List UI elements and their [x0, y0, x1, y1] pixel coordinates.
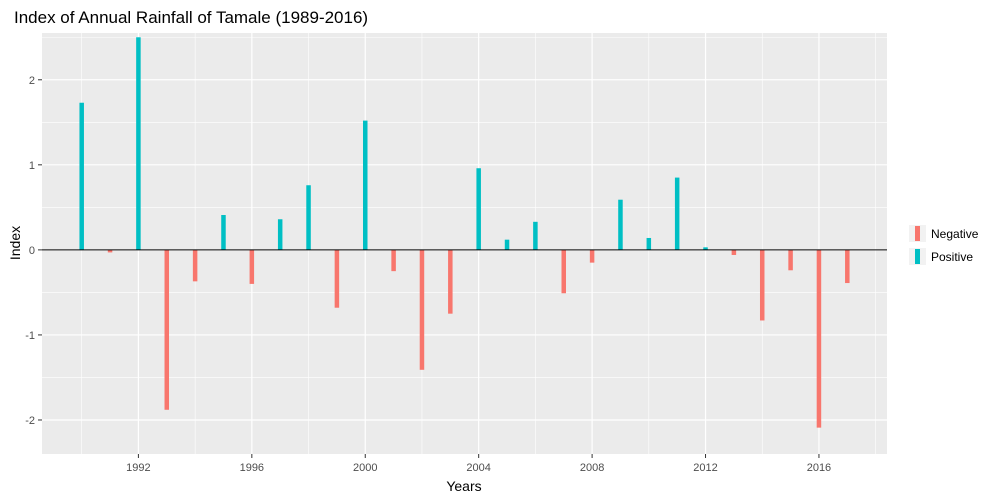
bar-1992: [136, 37, 141, 250]
plot-panel: [42, 33, 887, 454]
x-tick-label: 1996: [240, 462, 264, 474]
bar-2012: [703, 247, 708, 250]
bar-2004: [476, 168, 481, 250]
bar-2008: [589, 249, 595, 263]
bars: [79, 37, 850, 428]
bar-1999: [334, 249, 340, 308]
bar-2002: [419, 249, 425, 370]
bar-2011: [674, 177, 680, 250]
x-tick-label: 2004: [466, 462, 490, 474]
bar-2007: [561, 249, 566, 294]
bar-2009: [618, 199, 623, 250]
y-tick-label: -2: [25, 415, 35, 427]
bar-2001: [391, 249, 396, 272]
y-tick-label: -1: [25, 330, 35, 342]
x-tick-label: 2012: [693, 462, 717, 474]
y-tick-label: 0: [29, 245, 35, 257]
legend-swatch-positive: [915, 249, 920, 264]
bar-1997: [277, 219, 283, 250]
bar-2015: [788, 249, 793, 271]
bar-2006: [533, 221, 538, 250]
y-tick-label: 1: [29, 160, 35, 172]
bar-2017: [845, 249, 850, 284]
chart-title: Index of Annual Rainfall of Tamale (1989…: [14, 8, 368, 27]
x-tick-label: 2000: [353, 462, 377, 474]
bar-2014: [759, 249, 765, 321]
bar-1996: [249, 249, 255, 284]
bar-2016: [816, 249, 822, 428]
legend-swatch-negative: [915, 226, 920, 241]
y-tick-label: 2: [29, 75, 35, 87]
bar-1995: [221, 215, 226, 250]
y-axis-title: Index: [7, 226, 23, 260]
x-axis-title: Years: [446, 478, 481, 494]
bar-1990: [79, 102, 84, 250]
bar-1994: [192, 249, 198, 282]
bar-1991: [107, 249, 113, 253]
legend-label-negative: Negative: [931, 227, 979, 241]
x-tick-label: 2016: [807, 462, 831, 474]
bar-2003: [448, 249, 453, 314]
y-axis: -2 -1 0 1 2: [25, 75, 42, 427]
legend: Negative Positive: [909, 225, 979, 265]
bar-2000: [363, 120, 368, 250]
x-tick-label: 2008: [580, 462, 604, 474]
bar-2010: [646, 237, 652, 250]
bar-2013: [731, 249, 737, 255]
x-tick-label: 1992: [126, 462, 150, 474]
legend-label-positive: Positive: [931, 250, 973, 264]
bar-2005: [504, 239, 510, 250]
x-axis: 1992 1996 2000 2004 2008 2012 2016: [126, 454, 831, 474]
bar-1998: [306, 185, 311, 250]
bar-1993: [164, 249, 170, 410]
